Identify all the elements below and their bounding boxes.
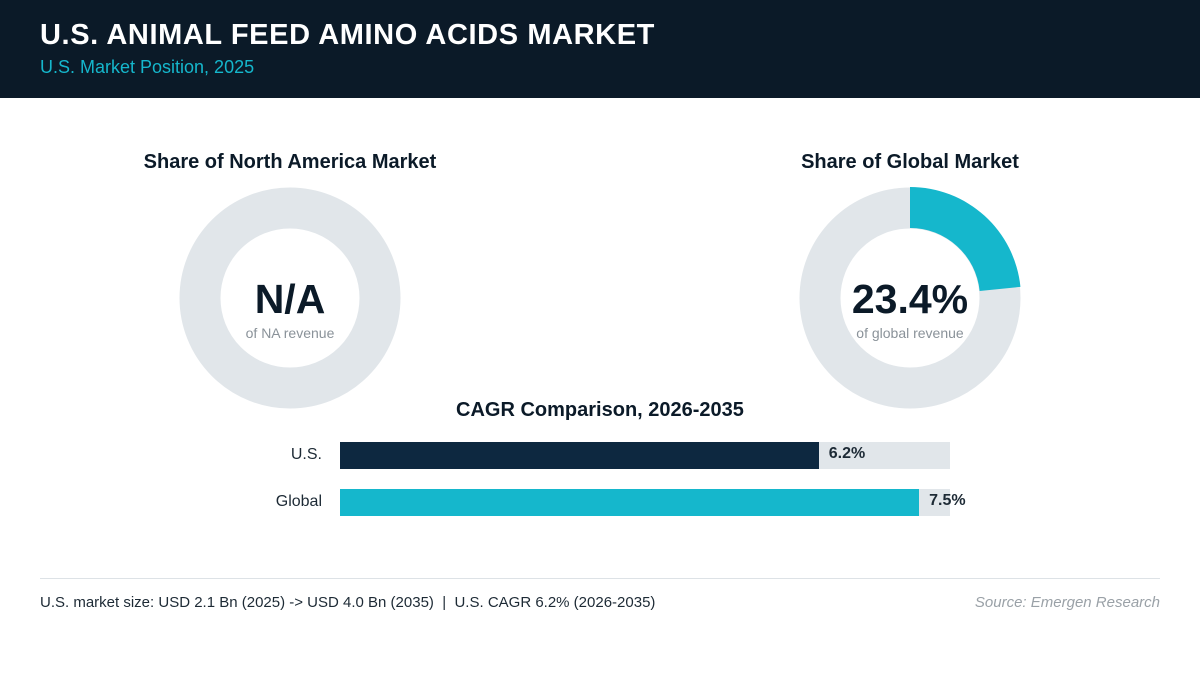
cagr-bar-row-us: U.S. 6.2% bbox=[0, 442, 1200, 470]
global-share-title: Share of Global Market bbox=[801, 151, 1019, 173]
cagr-chart-title: CAGR Comparison, 2026-2035 bbox=[456, 399, 744, 421]
na-share-donut bbox=[179, 187, 401, 409]
page-title: U.S. ANIMAL FEED AMINO ACIDS MARKET bbox=[40, 19, 655, 51]
na-share-caption: of NA revenue bbox=[245, 325, 335, 341]
cagr-bar-track-global: 7.5% bbox=[340, 489, 966, 516]
na-donut-center: N/A of NA revenue bbox=[179, 275, 401, 341]
source-credit: Source: Emergen Research bbox=[974, 594, 1160, 611]
na-donut-track bbox=[179, 187, 401, 409]
global-share-caption: of global revenue bbox=[856, 325, 964, 341]
cagr-bar-value-us: 6.2% bbox=[828, 445, 866, 462]
page-subtitle: U.S. Market Position, 2025 bbox=[40, 57, 255, 77]
global-donut-center: 23.4% of global revenue bbox=[799, 275, 1021, 341]
global-share-donut bbox=[799, 187, 1021, 409]
cagr-bar-us bbox=[340, 442, 819, 469]
cagr-bar-label-us: U.S. bbox=[290, 446, 322, 463]
global-share-slice bbox=[910, 187, 1021, 291]
na-share-value: N/A bbox=[254, 276, 326, 322]
cagr-bar-track-us: 6.2% bbox=[340, 442, 950, 469]
header: U.S. ANIMAL FEED AMINO ACIDS MARKET U.S.… bbox=[0, 0, 1200, 98]
cagr-bar-value-global: 7.5% bbox=[929, 492, 966, 509]
footer-note: U.S. market size: USD 2.1 Bn (2025) -> U… bbox=[40, 594, 656, 611]
cagr-bar-row-global: Global 7.5% bbox=[0, 489, 1200, 517]
cagr-bar-label-global: Global bbox=[275, 493, 322, 510]
cagr-bar-global bbox=[340, 489, 920, 516]
footer-divider bbox=[40, 578, 1160, 579]
na-share-title: Share of North America Market bbox=[143, 151, 437, 173]
global-share-value: 23.4% bbox=[851, 276, 969, 322]
